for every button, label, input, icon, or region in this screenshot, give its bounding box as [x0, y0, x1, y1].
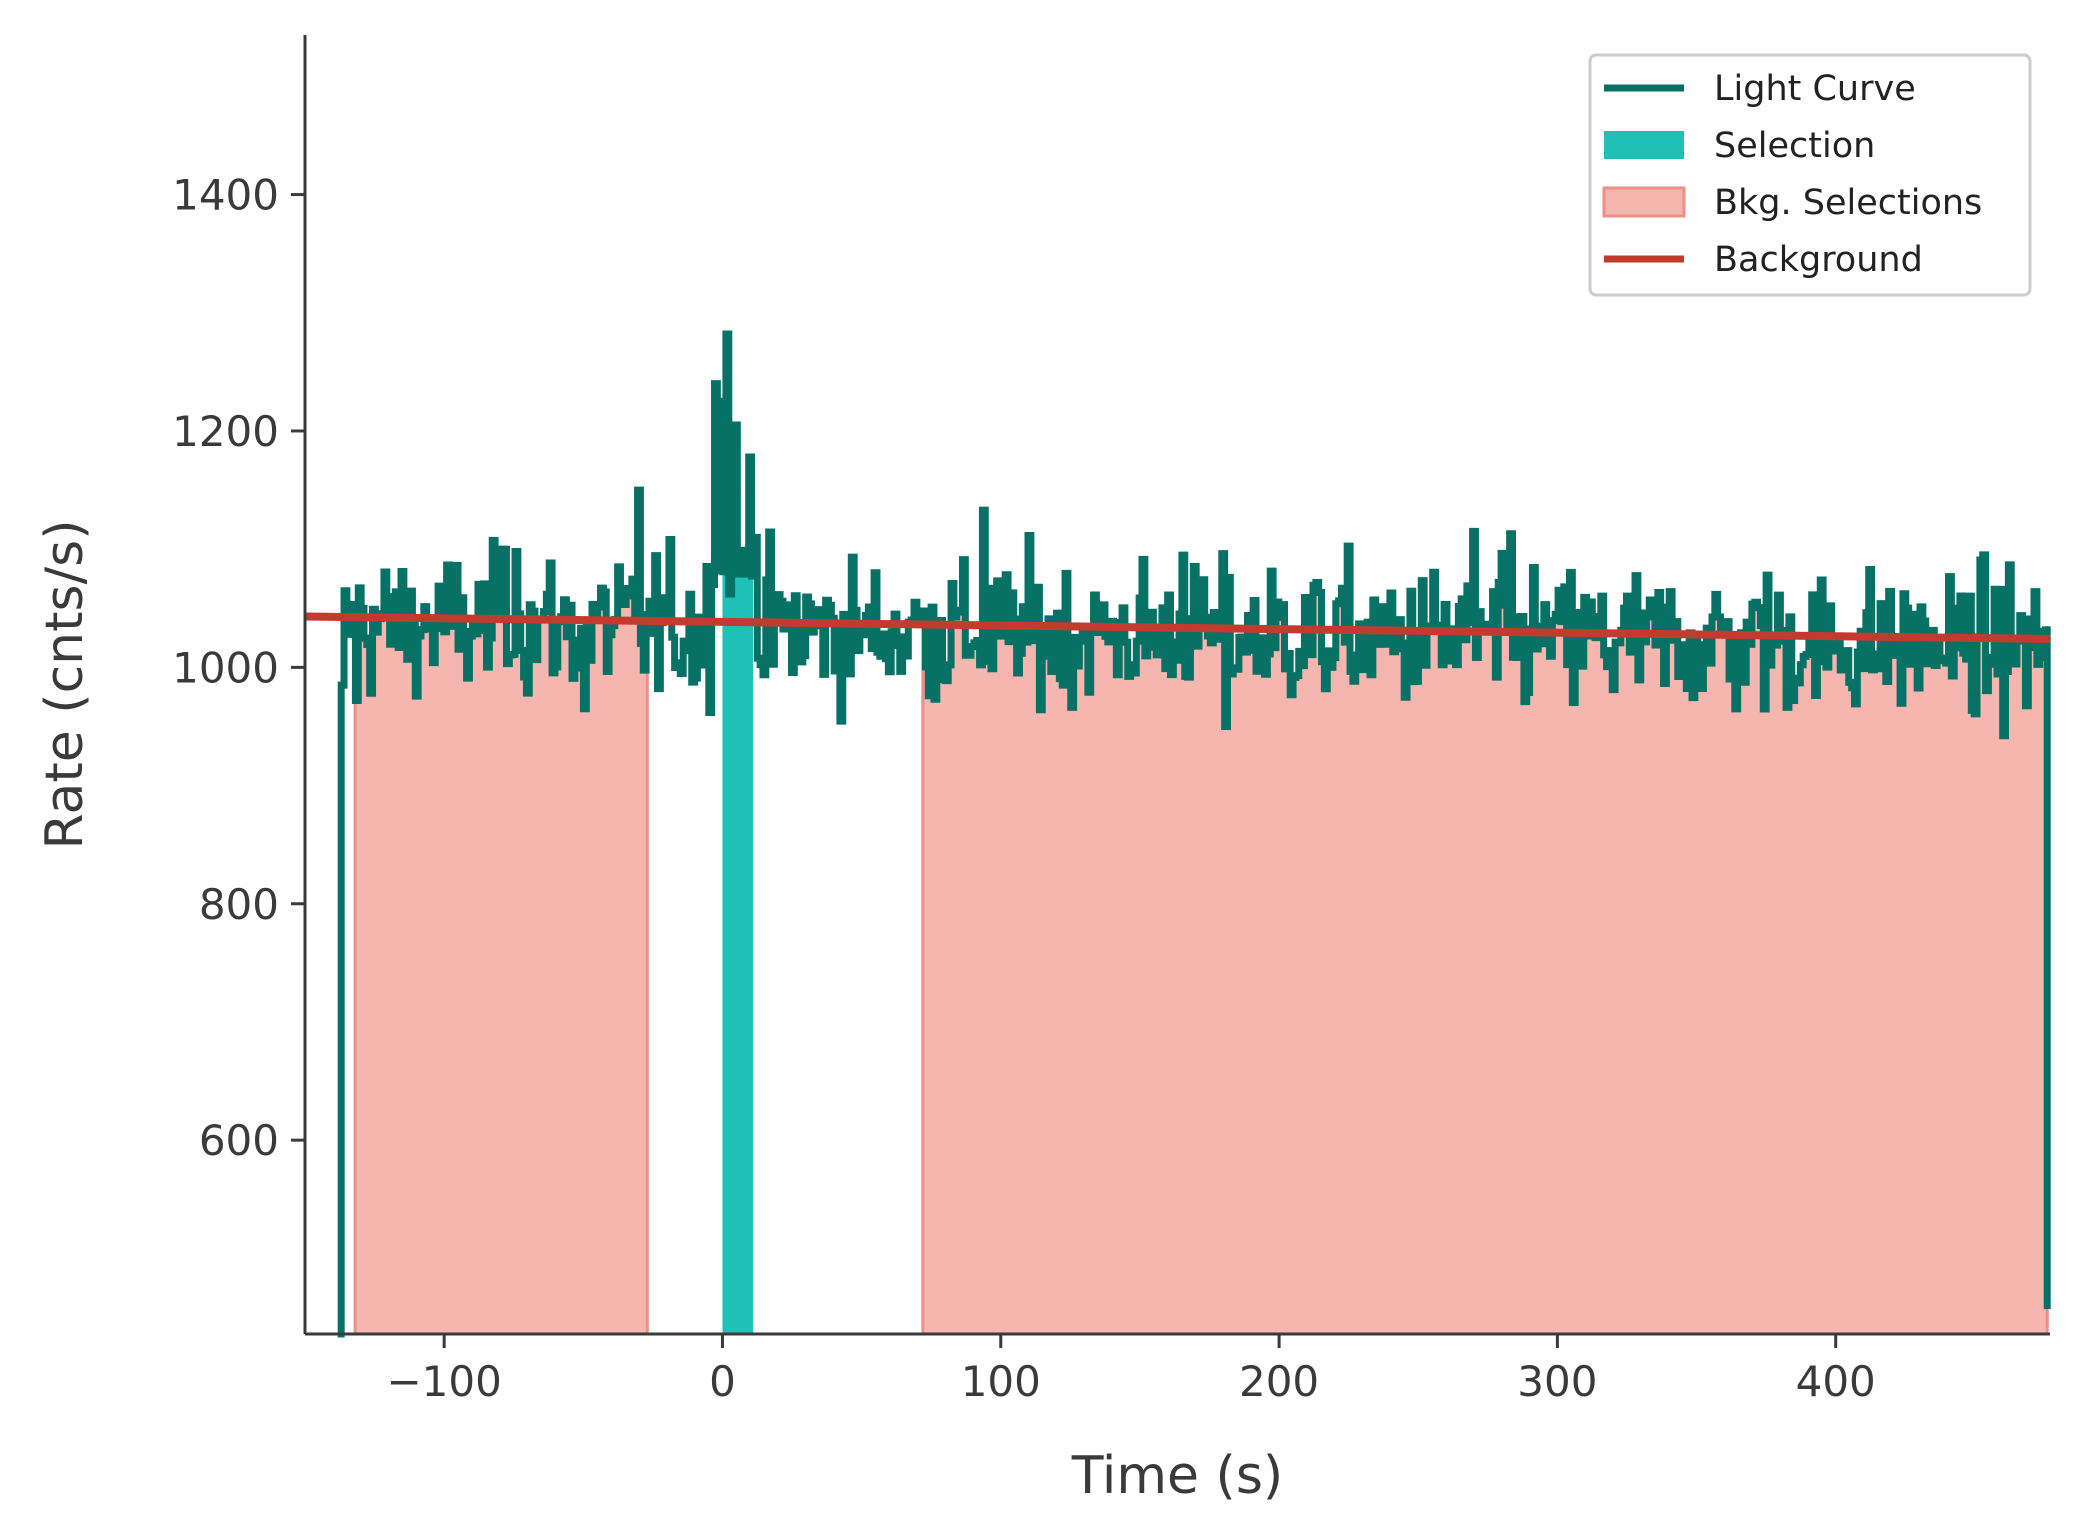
legend-label: Selection [1714, 126, 1875, 166]
light-curve-layer [337, 330, 2051, 1338]
source-selection-fill [722, 334, 754, 1334]
bkg-selections-layer [353, 490, 2049, 1334]
x-tick-label: 400 [1796, 1357, 1876, 1406]
selection-layer [722, 334, 754, 1334]
background-fit-line [304, 612, 2051, 643]
bkg-selection-fill-1 [922, 510, 2048, 1334]
y-tick-label: 1200 [172, 407, 279, 456]
y-axis-title: Rate (cnts/s) [35, 520, 95, 850]
y-tick-label: 1400 [172, 171, 279, 220]
legend-label: Background [1714, 240, 1923, 280]
x-tick-label: 300 [1517, 1357, 1597, 1406]
legend-label: Light Curve [1714, 69, 1916, 109]
x-axis-title: Time (s) [1071, 1446, 1283, 1506]
y-tick-label: 800 [199, 880, 279, 929]
bkg-selection-fill-0 [355, 490, 648, 1334]
legend-label: Bkg. Selections [1714, 183, 1982, 223]
x-tick-label: 100 [961, 1357, 1041, 1406]
x-tick-label: −100 [386, 1357, 501, 1406]
legend: Light Curve Selection Bkg. Selections Backg… [1588, 53, 2032, 297]
x-tick-label: 200 [1239, 1357, 1319, 1406]
y-tick-label: 600 [199, 1116, 279, 1165]
light-curve-line [337, 330, 2051, 1338]
y-tick-label: 1000 [172, 643, 279, 692]
x-tick-label: 0 [709, 1357, 736, 1406]
legend-swatch-1 [1604, 131, 1684, 159]
legend-swatch-2 [1602, 186, 1686, 218]
axes: −100 0 100 200 300 400 600 800 1000 1200 1400 [172, 35, 2050, 1406]
legend-box [1588, 53, 2032, 297]
background-fit-layer [304, 612, 2051, 643]
